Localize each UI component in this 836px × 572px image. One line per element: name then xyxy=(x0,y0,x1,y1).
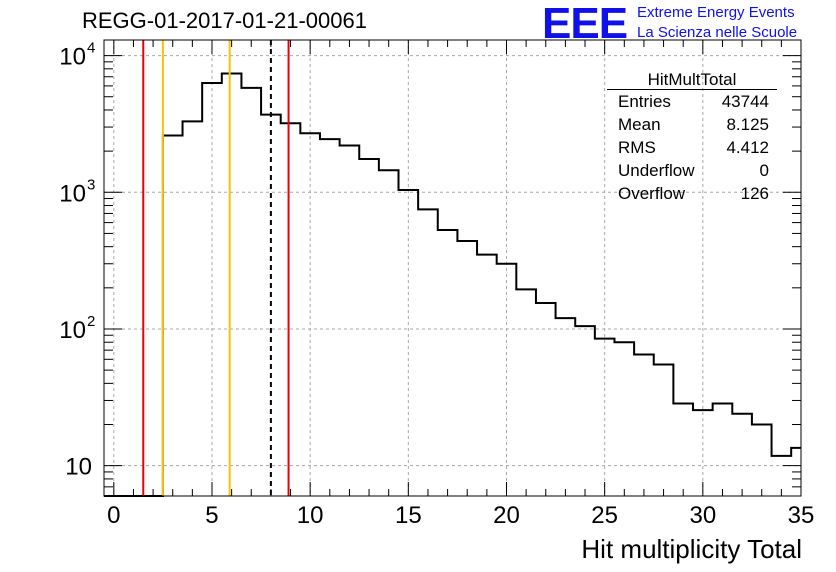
stats-value: 43744 xyxy=(721,92,769,111)
stats-row-underflow: Underflow 0 xyxy=(607,159,777,182)
y-tick-exponent: 4 xyxy=(87,40,95,57)
logo-caption-line2: La Scienza nelle Scuole xyxy=(637,24,798,41)
y-tick-label: 10 xyxy=(65,454,92,481)
y-tick-label: 10 xyxy=(59,180,86,207)
stats-label: Underflow xyxy=(618,161,695,180)
stats-row-overflow: Overflow 126 xyxy=(607,182,777,205)
stats-value: 126 xyxy=(740,184,769,203)
x-tick-label: 30 xyxy=(689,502,716,529)
x-tick-label: 10 xyxy=(297,502,324,529)
logo-caption: Extreme Energy Events La Scienza nelle S… xyxy=(637,3,797,43)
logo-caption-line1: Extreme Energy Events xyxy=(637,4,795,21)
plot-frame xyxy=(103,39,802,497)
stats-label: Entries xyxy=(618,92,671,111)
stats-row-rms: RMS 4.412 xyxy=(607,136,777,159)
y-tick-exponent: 3 xyxy=(87,176,95,193)
y-tick-label: 10 xyxy=(59,44,86,71)
stats-row-entries: Entries 43744 xyxy=(607,90,777,113)
histogram-line xyxy=(104,72,801,497)
x-tick-label: 15 xyxy=(395,502,422,529)
x-tick-label: 20 xyxy=(493,502,520,529)
x-tick-label: 25 xyxy=(591,502,618,529)
stats-label: Mean xyxy=(618,115,661,134)
stats-value: 4.412 xyxy=(726,138,769,157)
y-tick-exponent: 2 xyxy=(87,313,95,330)
stats-row-mean: Mean 8.125 xyxy=(607,113,777,136)
stats-box: HitMultTotal Entries 43744 Mean 8.125 RM… xyxy=(607,71,777,205)
stats-label: RMS xyxy=(618,138,656,157)
eee-logo: EEE xyxy=(542,0,628,48)
stats-title: HitMultTotal xyxy=(607,71,777,90)
x-tick-label: 35 xyxy=(788,502,815,529)
stats-value: 8.125 xyxy=(726,115,769,134)
y-tick-label: 10 xyxy=(59,317,86,344)
chart-title: REGG-01-2017-01-21-00061 xyxy=(82,8,367,33)
x-axis-label: Hit multiplicity Total xyxy=(581,534,802,564)
x-tick-label: 5 xyxy=(205,502,218,529)
stats-label: Overflow xyxy=(618,184,686,203)
stats-value: 0 xyxy=(759,161,769,180)
x-tick-label: 0 xyxy=(107,502,120,529)
